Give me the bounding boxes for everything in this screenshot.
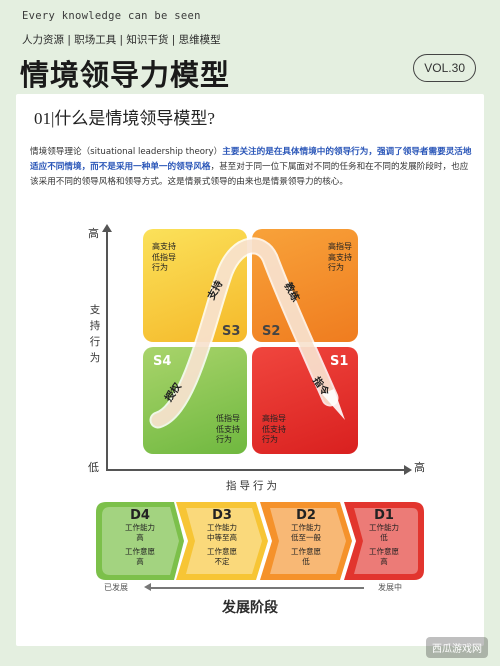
x-axis-arrow (404, 465, 412, 475)
y-axis-title: 支持行为 (89, 304, 101, 364)
stage-d1: D1 工作能力低 工作意愿高 (344, 502, 424, 580)
quadrant-s1-desc: 高指导 低支持 行为 (262, 414, 286, 444)
stage-d3: D3 工作能力 中等至高 工作意愿 不定 (176, 502, 268, 580)
volume-badge: VOL.30 (413, 54, 476, 82)
tagline: Every knowledge can be seen (22, 10, 201, 22)
developed-label: 已发展 (104, 583, 128, 592)
section-heading: 01|什么是情境领导模型? (34, 109, 215, 128)
stage-d2-code: D2 (296, 508, 316, 523)
x-axis-high-label: 高 (414, 461, 425, 474)
x-axis-title: 指导行为 (226, 480, 280, 492)
stage-d2: D2 工作能力 低至一般 工作意愿低 (260, 502, 352, 580)
y-axis-low-label: 低 (88, 461, 99, 474)
development-stage-title: 发展阶段 (222, 600, 278, 616)
intro-highlight: 主要关注的是在具体情境中的领导行为，强调了领导者需要灵活地适应不同情境，而不是采… (30, 147, 472, 172)
quadrant-s1-label: S1 (330, 354, 349, 369)
y-axis-arrow (102, 224, 112, 232)
development-arrowhead (144, 583, 151, 591)
intro-paragraph: 情境领导理论（situational leadership theory）主要关… (30, 145, 476, 190)
quadrant-s2-label: S2 (262, 324, 281, 339)
stage-d1-code: D1 (374, 508, 394, 523)
stage-d4-code: D4 (130, 508, 150, 523)
quadrant-s2-desc: 高指导 高支持 行为 (328, 242, 352, 272)
y-axis (106, 230, 108, 470)
quadrant-s3-desc: 高支持 低指导 行为 (152, 242, 176, 272)
y-axis-high-label: 高 (88, 227, 99, 240)
page-title: 情境领导力模型 (20, 58, 231, 92)
intro-text-1: 情境领导理论（situational leadership theory） (30, 147, 223, 157)
quadrant-s4-label: S4 (153, 354, 172, 369)
x-axis (106, 469, 406, 471)
category-breadcrumb: 人力资源 | 职场工具 | 知识干货 | 思维模型 (22, 34, 221, 46)
stage-d4: D4 工作能力高 工作意愿高 (96, 502, 184, 580)
development-arrow (148, 587, 364, 589)
intro-text-2: ，甚至对于同一位下属面对不同的任务和在不同的发展阶段时，也应该采用不同的领导风格… (30, 162, 469, 187)
developing-label: 发展中 (378, 583, 402, 592)
watermark: 西瓜游戏网 (426, 637, 488, 658)
quadrant-s1 (252, 347, 358, 454)
quadrant-s3 (143, 229, 247, 342)
quadrant-s4-desc: 低指导 低支持 行为 (216, 414, 240, 444)
stage-d3-code: D3 (212, 508, 232, 523)
quadrant-s3-label: S3 (222, 324, 241, 339)
